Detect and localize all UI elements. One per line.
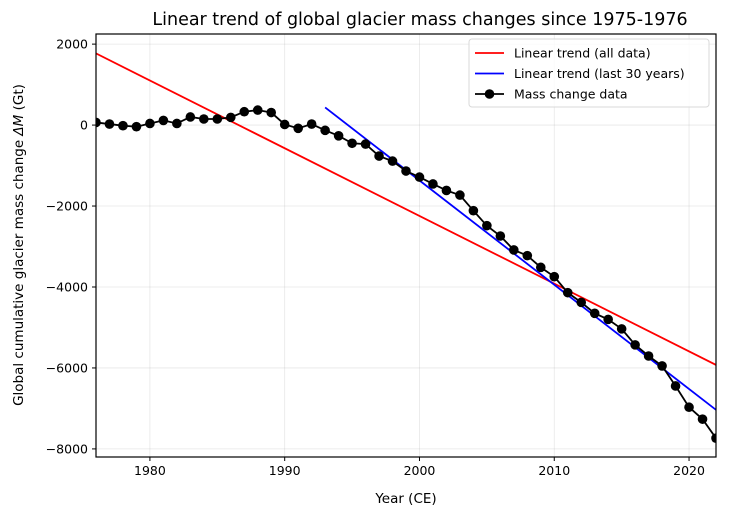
y-tick-label: −6000 <box>46 360 88 375</box>
data-point <box>320 125 330 136</box>
data-point <box>172 118 182 129</box>
data-point <box>306 119 317 129</box>
y-axis-label: Global cumulative glacier mass change ΔM… <box>11 84 27 406</box>
data-point <box>401 166 411 176</box>
data-point <box>670 381 681 391</box>
data-point <box>522 250 533 261</box>
data-point <box>657 361 667 371</box>
data-point <box>535 262 546 273</box>
data-point <box>118 120 128 131</box>
y-tick-label: −8000 <box>46 441 88 456</box>
legend-label: Linear trend (all data) <box>514 46 651 61</box>
y-axis: 2000 0 −2000 −4000 −6000 −8000 <box>46 37 96 456</box>
data-point <box>562 287 573 298</box>
legend-marker <box>484 89 495 99</box>
y-tick-label: −2000 <box>46 199 88 214</box>
data-point <box>145 118 155 129</box>
data-point <box>239 106 250 117</box>
data-point <box>414 172 425 182</box>
data-point <box>603 314 613 325</box>
y-axis-label-suffix: (Gt) <box>11 84 27 115</box>
data-point <box>616 324 627 334</box>
series-group <box>96 52 716 443</box>
data-point <box>482 220 492 231</box>
data-point <box>576 297 587 308</box>
data-point <box>131 121 142 132</box>
legend-label: Mass change data <box>514 87 628 102</box>
axes-frame <box>95 33 717 458</box>
x-tick-label: 2010 <box>538 463 570 478</box>
data-point <box>347 138 357 149</box>
x-tick-label: 2020 <box>673 463 705 478</box>
data-point <box>697 414 708 424</box>
data-point <box>96 117 101 128</box>
y-tick-label: 2000 <box>56 37 88 52</box>
legend: Linear trend (all data) Linear trend (las… <box>468 38 710 108</box>
data-point <box>495 231 506 241</box>
x-tick-label: 2000 <box>404 463 436 478</box>
data-point <box>252 105 263 115</box>
data-point <box>360 139 371 149</box>
series-line-linear-trend-last-30-years <box>324 106 716 411</box>
data-point <box>333 131 344 141</box>
x-tick-label: 1990 <box>269 463 301 478</box>
chart-title: Linear trend of global glacier mass chan… <box>152 10 687 30</box>
data-point <box>455 190 465 200</box>
plot-area <box>96 52 716 443</box>
series-line-mass-change-data <box>96 109 716 439</box>
data-point <box>225 112 236 123</box>
data-point <box>212 114 223 124</box>
data-point <box>387 156 398 166</box>
y-tick-label: −4000 <box>46 279 88 294</box>
data-point <box>711 433 716 443</box>
x-tick-label: 1980 <box>134 463 166 478</box>
legend-box <box>468 38 710 108</box>
data-point <box>374 151 384 161</box>
data-point <box>468 205 479 216</box>
grid <box>96 34 716 457</box>
data-point <box>441 185 452 196</box>
series-line-linear-trend-all-data <box>96 52 716 366</box>
legend-label: Linear trend (last 30 years) <box>514 66 685 81</box>
data-point <box>509 245 519 255</box>
data-point <box>104 119 115 129</box>
data-point <box>199 114 209 124</box>
data-point <box>684 402 694 413</box>
data-point <box>266 107 277 118</box>
data-point <box>549 271 560 282</box>
y-tick-label: 0 <box>80 118 88 133</box>
y-axis-label-prefix: Global cumulative glacier mass change <box>11 136 27 406</box>
data-point <box>185 112 196 122</box>
x-axis: 1980 1990 2000 2010 2020 <box>134 457 705 478</box>
y-axis-label-symbol: ΔM <box>11 114 27 136</box>
data-point <box>643 351 654 361</box>
x-axis-label: Year (CE) <box>374 491 436 507</box>
data-point <box>293 123 303 134</box>
data-point <box>630 340 640 350</box>
data-point <box>589 308 600 319</box>
data-point <box>279 119 290 130</box>
data-point <box>428 179 438 189</box>
data-point <box>158 115 169 126</box>
